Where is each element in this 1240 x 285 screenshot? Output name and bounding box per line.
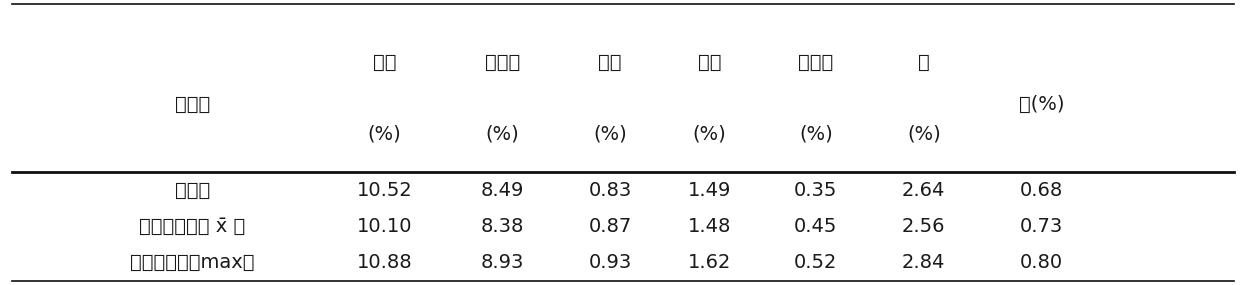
Text: 烟碱: 烟碱 [599,53,621,72]
Text: (%): (%) [485,125,520,143]
Text: (%): (%) [906,125,941,143]
Text: 8.93: 8.93 [481,253,523,272]
Text: 硝酸盐: 硝酸盐 [799,53,833,72]
Text: 0.93: 0.93 [589,253,631,272]
Text: 2.56: 2.56 [901,217,946,236]
Text: (%): (%) [367,125,402,143]
Text: 0.80: 0.80 [1021,253,1063,272]
Text: 0.52: 0.52 [795,253,837,272]
Text: 产品实测值（ x̄ ）: 产品实测值（ x̄ ） [139,217,246,236]
Text: 0.87: 0.87 [589,217,631,236]
Text: 10.10: 10.10 [357,217,412,236]
Text: 10.52: 10.52 [357,181,412,200]
Text: (%): (%) [799,125,833,143]
Text: 还原糖: 还原糖 [485,53,520,72]
Text: 0.83: 0.83 [589,181,631,200]
Text: 2.64: 2.64 [903,181,945,200]
Text: 统计项: 统计项 [175,95,210,113]
Text: 0.45: 0.45 [795,217,837,236]
Text: 2.84: 2.84 [903,253,945,272]
Text: (%): (%) [692,125,727,143]
Text: 0.68: 0.68 [1021,181,1063,200]
Text: 预测值: 预测值 [175,181,210,200]
Text: 0.73: 0.73 [1021,217,1063,236]
Text: 8.49: 8.49 [481,181,523,200]
Text: (%): (%) [593,125,627,143]
Text: 8.38: 8.38 [481,217,523,236]
Text: 总氮: 总氮 [698,53,720,72]
Text: 钾: 钾 [918,53,930,72]
Text: 1.62: 1.62 [688,253,730,272]
Text: 总糖: 总糖 [373,53,396,72]
Text: 1.48: 1.48 [688,217,730,236]
Text: 1.49: 1.49 [688,181,730,200]
Text: 氯(%): 氯(%) [1019,95,1064,113]
Text: 0.35: 0.35 [795,181,837,200]
Text: 产品实测值（max）: 产品实测值（max） [130,253,254,272]
Text: 10.88: 10.88 [357,253,412,272]
